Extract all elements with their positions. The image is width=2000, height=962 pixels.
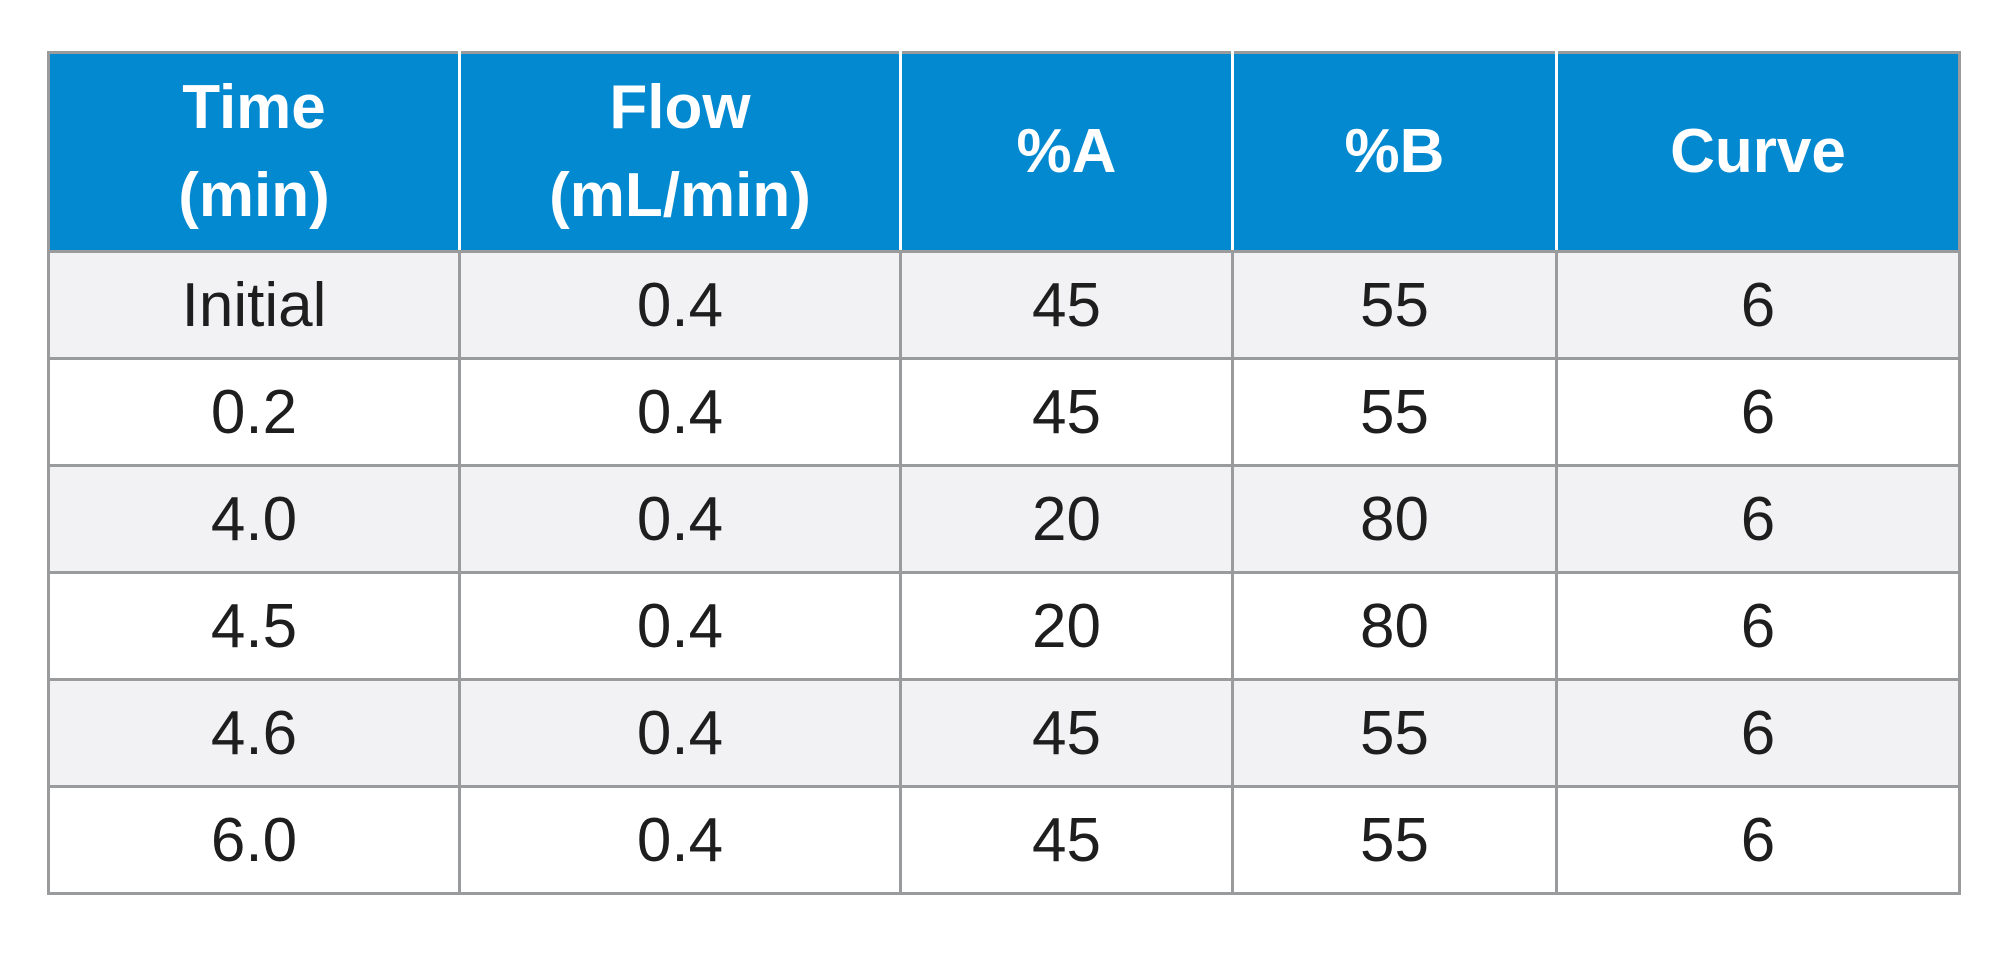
cell-curve: 6 <box>1555 678 1961 788</box>
header-time-line1: Time <box>182 73 326 142</box>
header-percent-a-label: %A <box>1016 117 1117 186</box>
cell-percent-a: 20 <box>899 464 1234 574</box>
header-curve: Curve <box>1555 51 1961 253</box>
cell-time: 0.2 <box>47 357 461 467</box>
gradient-table-container: Time (min) Flow (mL/min) %A %B Curve <box>47 51 1961 895</box>
table-row: 6.0 0.4 45 55 6 <box>47 785 1961 895</box>
cell-curve: 6 <box>1555 357 1961 467</box>
table-row: 4.0 0.4 20 80 6 <box>47 464 1961 574</box>
cell-time: 4.5 <box>47 571 461 681</box>
cell-flow: 0.4 <box>458 357 902 467</box>
cell-percent-b: 80 <box>1231 571 1558 681</box>
cell-flow: 0.4 <box>458 785 902 895</box>
cell-flow: 0.4 <box>458 571 902 681</box>
cell-curve: 6 <box>1555 464 1961 574</box>
cell-percent-a: 45 <box>899 250 1234 360</box>
cell-time: 4.0 <box>47 464 461 574</box>
cell-percent-a: 45 <box>899 785 1234 895</box>
cell-percent-b: 80 <box>1231 464 1558 574</box>
cell-time: 4.6 <box>47 678 461 788</box>
header-flow: Flow (mL/min) <box>458 51 902 253</box>
cell-flow: 0.4 <box>458 678 902 788</box>
header-percent-a: %A <box>899 51 1234 253</box>
header-time: Time (min) <box>47 51 461 253</box>
cell-percent-b: 55 <box>1231 678 1558 788</box>
cell-percent-a: 45 <box>899 678 1234 788</box>
cell-percent-b: 55 <box>1231 250 1558 360</box>
cell-flow: 0.4 <box>458 464 902 574</box>
header-flow-line1: Flow <box>609 73 751 142</box>
cell-percent-a: 45 <box>899 357 1234 467</box>
header-row: Time (min) Flow (mL/min) %A %B Curve <box>47 51 1961 253</box>
cell-flow: 0.4 <box>458 250 902 360</box>
header-percent-b: %B <box>1231 51 1558 253</box>
header-percent-b-label: %B <box>1344 117 1445 186</box>
table-row: 4.5 0.4 20 80 6 <box>47 571 1961 681</box>
header-flow-line2: (mL/min) <box>549 161 811 230</box>
table-body: Initial 0.4 45 55 6 0.2 0.4 45 55 6 4.0 … <box>47 250 1961 895</box>
table-row: Initial 0.4 45 55 6 <box>47 250 1961 360</box>
cell-percent-b: 55 <box>1231 785 1558 895</box>
cell-time: Initial <box>47 250 461 360</box>
table-row: 4.6 0.4 45 55 6 <box>47 678 1961 788</box>
cell-curve: 6 <box>1555 785 1961 895</box>
cell-curve: 6 <box>1555 571 1961 681</box>
table-header: Time (min) Flow (mL/min) %A %B Curve <box>47 51 1961 253</box>
cell-curve: 6 <box>1555 250 1961 360</box>
header-time-line2: (min) <box>178 161 330 230</box>
table-row: 0.2 0.4 45 55 6 <box>47 357 1961 467</box>
gradient-table: Time (min) Flow (mL/min) %A %B Curve <box>47 51 1961 895</box>
cell-percent-b: 55 <box>1231 357 1558 467</box>
cell-percent-a: 20 <box>899 571 1234 681</box>
header-curve-label: Curve <box>1670 117 1846 186</box>
cell-time: 6.0 <box>47 785 461 895</box>
